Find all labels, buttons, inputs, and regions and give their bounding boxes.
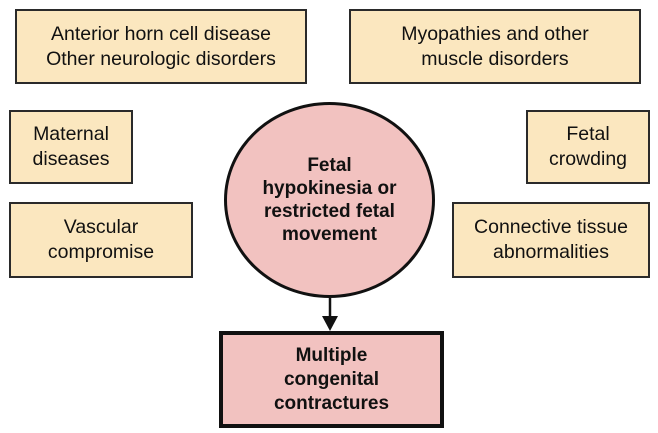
cause-line: Fetal — [566, 123, 610, 145]
cause-box-anterior-horn: Anterior horn cell disease Other neurolo… — [15, 9, 307, 84]
cause-line: Connective tissue — [474, 216, 628, 238]
result-line: congenital — [283, 368, 379, 390]
cause-box-connective-tissue: Connective tissue abnormalities — [452, 202, 650, 278]
cause-box-fetal-crowding: Fetal crowding — [526, 110, 650, 184]
cause-line: Anterior horn cell disease — [50, 22, 272, 45]
arrow-head — [322, 316, 338, 331]
cause-line: Other neurologic disorders — [46, 47, 276, 70]
cause-line: Myopathies and other — [401, 22, 589, 45]
cause-line: crowding — [548, 148, 628, 170]
cause-line: Vascular — [63, 216, 139, 238]
cause-line: compromise — [47, 241, 155, 263]
center-line: hypokinesia or — [262, 178, 397, 199]
center-line: movement — [281, 224, 378, 245]
central-circle-fetal-hypokinesia: Fetal hypokinesia or restricted fetal mo… — [224, 102, 435, 298]
cause-line: abnormalities — [493, 241, 609, 263]
cause-box-myopathies: Myopathies and other muscle disorders — [349, 9, 641, 84]
center-line: Fetal — [307, 155, 352, 176]
cause-line: Maternal — [33, 123, 109, 145]
center-line: restricted fetal — [264, 201, 395, 222]
result-line: Multiple — [295, 344, 368, 366]
result-box-multiple-congenital-contractures: Multiple congenital contractures — [219, 331, 444, 428]
cause-box-vascular: Vascular compromise — [9, 202, 193, 278]
cause-line: diseases — [32, 148, 110, 170]
result-line: contractures — [273, 392, 390, 414]
cause-box-maternal: Maternal diseases — [9, 110, 133, 184]
cause-line: muscle disorders — [421, 47, 569, 70]
